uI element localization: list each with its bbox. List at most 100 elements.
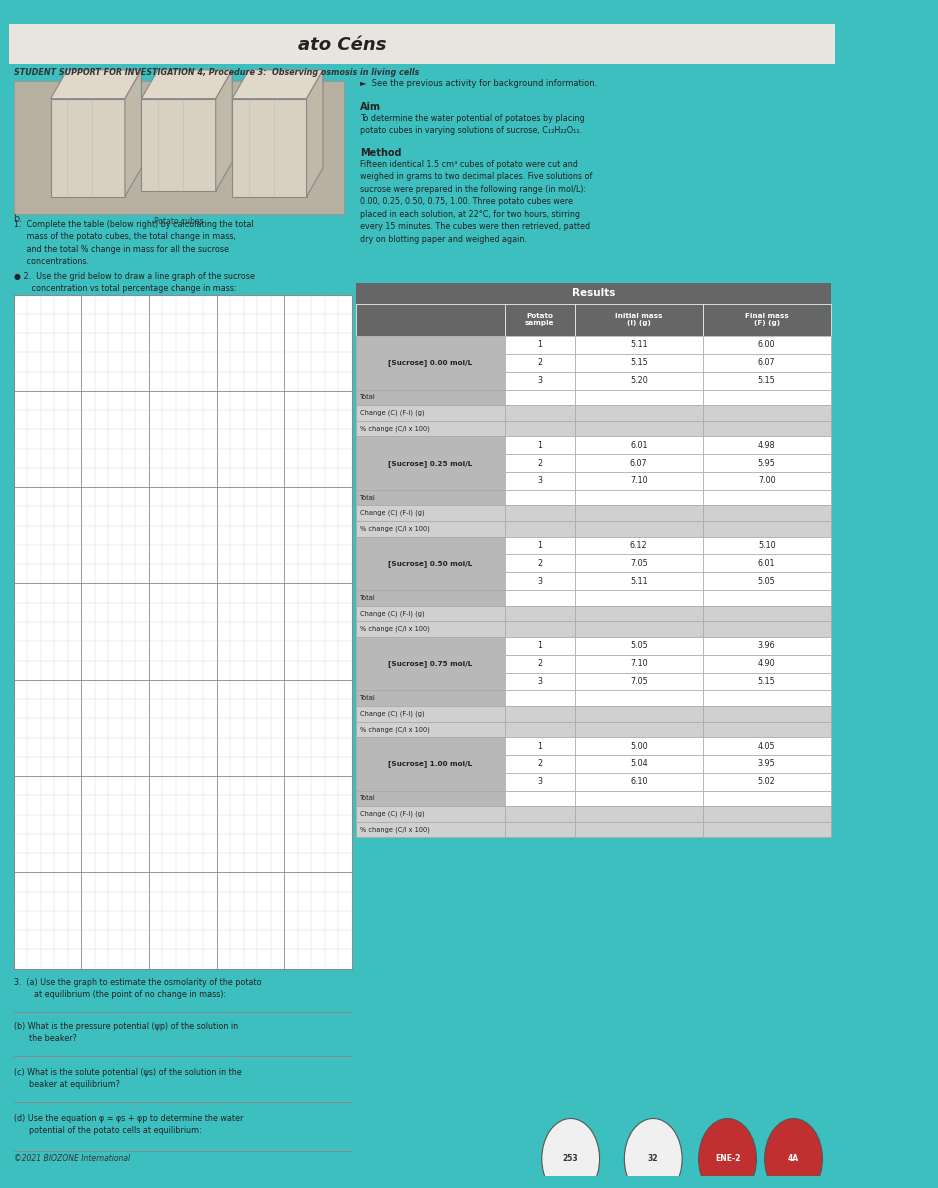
Text: 5.00: 5.00 [630,741,647,751]
Bar [575,436,703,454]
Text: Aim: Aim [360,102,381,112]
Text: 6.12: 6.12 [630,541,647,550]
Bar [575,573,703,590]
Text: 7.05: 7.05 [630,558,647,568]
Bar [703,454,831,472]
Circle shape [699,1119,756,1188]
Bar [703,436,831,454]
Bar [575,754,703,772]
Text: ENE-2: ENE-2 [715,1155,740,1163]
Bar [505,737,575,754]
Bar [575,706,703,721]
Text: STUDENT SUPPORT FOR INVESTIGATION 4, Procedure 3:  Observing osmosis in living c: STUDENT SUPPORT FOR INVESTIGATION 4, Pro… [13,68,419,77]
Text: ►  See the previous activity for background information.: ► See the previous activity for backgrou… [360,80,598,88]
Bar [575,555,703,573]
Bar [505,772,575,791]
Bar [505,372,575,390]
Bar [703,390,831,405]
Bar [703,754,831,772]
Bar [505,472,575,489]
Bar [575,372,703,390]
Bar [575,336,703,354]
Text: (d) Use the equation φ = φs + φp to determine the water
      potential of the p: (d) Use the equation φ = φs + φp to dete… [13,1114,243,1136]
Bar [356,405,505,421]
Text: Results: Results [571,289,615,298]
Bar [51,99,125,197]
Text: To determine the water potential of potatoes by placing
potato cubes in varying : To determine the water potential of pota… [360,114,584,135]
Bar [356,537,505,590]
Text: 4.05: 4.05 [758,741,776,751]
Text: [Sucrose] 1.00 mol/L: [Sucrose] 1.00 mol/L [388,760,473,767]
Text: 2: 2 [537,558,542,568]
Bar [703,336,831,354]
Bar [356,436,505,489]
Bar [356,690,505,706]
Bar [703,637,831,655]
Text: % change (C/I x 100): % change (C/I x 100) [360,827,430,833]
Bar [703,772,831,791]
Text: Fifteen identical 1.5 cm³ cubes of potato were cut and
weighed in grams to two d: Fifteen identical 1.5 cm³ cubes of potat… [360,159,593,244]
Bar [703,555,831,573]
Bar [233,99,307,197]
Bar [575,489,703,505]
Text: 6.07: 6.07 [758,359,776,367]
Bar [703,590,831,606]
Bar [703,672,831,690]
Bar [575,537,703,555]
Text: 3: 3 [537,377,542,385]
Bar [505,655,575,672]
Bar [505,637,575,655]
Bar [142,99,216,191]
Text: 5.04: 5.04 [630,759,647,769]
Text: 1: 1 [537,541,542,550]
Text: 7.05: 7.05 [630,677,647,685]
Text: [Sucrose] 0.00 mol/L: [Sucrose] 0.00 mol/L [388,360,473,366]
Text: ● 2.  Use the grid below to draw a line graph of the sucrose
       concentratio: ● 2. Use the grid below to draw a line g… [13,272,254,293]
Text: Total: Total [360,595,376,601]
Bar [505,721,575,737]
Text: 32: 32 [648,1155,658,1163]
Text: 4A: 4A [788,1155,799,1163]
Text: [Sucrose] 0.50 mol/L: [Sucrose] 0.50 mol/L [388,560,473,567]
Text: Change (C) (F-I) (g): Change (C) (F-I) (g) [360,810,425,817]
Polygon shape [307,70,323,197]
Bar [505,573,575,590]
Bar [703,372,831,390]
Bar [703,405,831,421]
Bar [356,522,505,537]
Bar [575,421,703,436]
Text: 3: 3 [537,576,542,586]
Text: 5.95: 5.95 [758,459,776,468]
Bar [575,522,703,537]
Text: [Sucrose] 0.75 mol/L: [Sucrose] 0.75 mol/L [388,661,473,668]
Text: 5.02: 5.02 [758,777,776,786]
Bar [505,807,575,822]
Text: 1: 1 [537,441,542,450]
Bar [505,606,575,621]
Bar [575,637,703,655]
Text: 1.  Complete the table (below right) by calculating the total
     mass of the p: 1. Complete the table (below right) by c… [13,220,253,266]
Bar [575,721,703,737]
Circle shape [542,1119,599,1188]
Text: % change (C/I x 100): % change (C/I x 100) [360,726,430,733]
Bar [703,737,831,754]
Bar [575,672,703,690]
Bar [13,81,343,214]
Text: 6.01: 6.01 [630,441,647,450]
Bar [703,472,831,489]
Text: % change (C/I x 100): % change (C/I x 100) [360,626,430,632]
Text: Initial mass
(I) (g): Initial mass (I) (g) [615,314,662,327]
Polygon shape [216,70,233,191]
Bar [703,655,831,672]
Bar [356,304,505,336]
Bar [575,621,703,637]
Bar [505,354,575,372]
Bar [703,721,831,737]
Bar [505,537,575,555]
Bar [505,505,575,522]
Bar [505,454,575,472]
Bar [13,295,352,968]
Text: Potato cubes: Potato cubes [154,217,204,227]
Text: 3: 3 [537,677,542,685]
Bar [356,283,831,304]
